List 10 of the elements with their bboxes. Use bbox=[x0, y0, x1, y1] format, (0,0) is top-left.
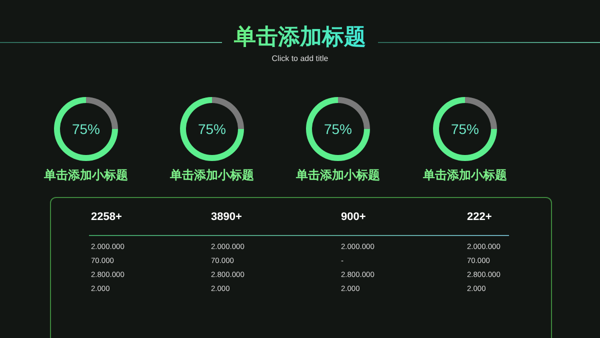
text: 75% bbox=[198, 121, 226, 137]
text: 75% bbox=[72, 121, 100, 137]
text: 单击添加小标题 bbox=[43, 168, 128, 182]
text: 单击添加标题 bbox=[224, 22, 376, 52]
text: Click to add title bbox=[270, 54, 330, 63]
text: 75% bbox=[450, 121, 480, 137]
text: 75% bbox=[324, 121, 352, 137]
text: 单击添加小标题 bbox=[169, 168, 254, 182]
text: 单击添加小标题 bbox=[422, 168, 507, 182]
text: 单击添加小标题 bbox=[295, 168, 380, 182]
